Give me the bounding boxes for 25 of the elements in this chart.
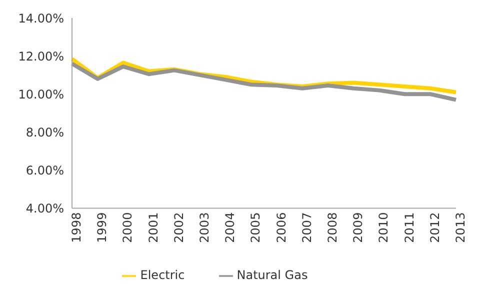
x-tick-label: 2007 <box>300 212 314 243</box>
y-tick-label: 4.00% <box>26 202 64 216</box>
x-tick-label: 2012 <box>428 212 442 243</box>
x-tick-label: 2002 <box>172 212 186 243</box>
y-tick-label: 8.00% <box>26 125 64 140</box>
x-tick-label: 2005 <box>248 212 263 243</box>
x-tick-label: 2001 <box>146 212 160 243</box>
legend-label: Natural Gas <box>236 268 308 282</box>
x-tick-label: 2009 <box>351 212 366 243</box>
line-series <box>70 62 458 102</box>
x-tick-label: 1999 <box>95 212 110 243</box>
x-tick-label: 2010 <box>376 212 391 243</box>
y-tick-label: 14.00% <box>18 11 64 26</box>
y-tick-label: 6.00% <box>26 163 64 178</box>
legend-label: Electric <box>140 268 185 282</box>
x-tick-label: 2003 <box>198 212 212 243</box>
x-tick-label: 2004 <box>223 212 238 243</box>
x-tick-label: 2011 <box>402 212 416 243</box>
x-tick-label: 2000 <box>120 212 135 243</box>
y-tick-label: 10.00% <box>18 87 64 102</box>
x-tick-label: 2006 <box>274 212 288 243</box>
x-tick-label: 2013 <box>454 212 468 243</box>
x-tick-label: 2008 <box>326 212 340 243</box>
y-tick-label: 12.00% <box>18 49 64 64</box>
x-tick-label: 1998 <box>70 212 84 243</box>
